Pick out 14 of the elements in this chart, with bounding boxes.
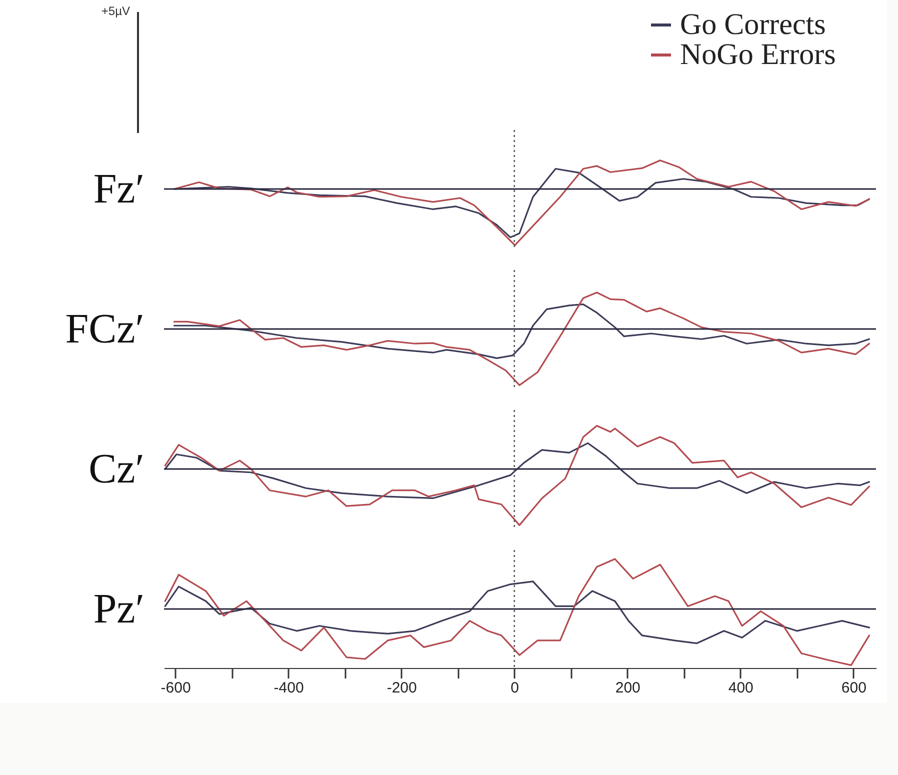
x-tick-label: 200	[615, 680, 640, 696]
x-tick-label: -400	[274, 680, 304, 696]
x-tick-label: 0	[510, 680, 520, 696]
text: +5µV	[101, 4, 130, 18]
x-tick-label: -200	[386, 680, 417, 696]
legend-label: NoGo Errors	[680, 38, 836, 71]
y-axis-title: Fz′	[93, 166, 144, 212]
y-axis-title: Cz′	[88, 446, 144, 492]
x-tick-label: -600	[160, 680, 191, 696]
x-tick-label: 600	[841, 680, 866, 696]
x-tick-label: 400	[728, 680, 754, 696]
y-axis-title: FCz′	[65, 306, 144, 352]
legend-label: Go Corrects	[680, 8, 826, 41]
y-axis-title: Pz′	[93, 586, 144, 632]
